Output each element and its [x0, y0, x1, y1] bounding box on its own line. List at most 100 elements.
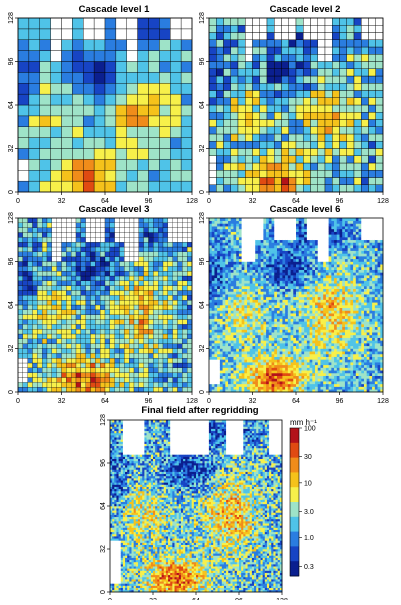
heatmap-cell — [212, 354, 215, 357]
heatmap-cell — [239, 359, 242, 362]
heatmap-cell — [178, 315, 183, 320]
heatmap-cell — [110, 344, 115, 349]
heatmap-cell — [158, 252, 163, 257]
heatmap-cell — [217, 253, 220, 256]
heatmap-cell — [212, 357, 215, 360]
heatmap-cell — [274, 291, 277, 294]
heatmap-cell — [33, 387, 38, 392]
heatmap-cell — [57, 324, 62, 329]
heatmap-cell — [293, 365, 296, 368]
heatmap-cell — [332, 40, 339, 47]
heatmap-cell — [296, 240, 299, 243]
heatmap-cell — [239, 270, 242, 273]
heatmap-cell — [347, 127, 354, 134]
heatmap-cell — [244, 351, 247, 354]
heatmap-cell — [124, 387, 129, 392]
heatmap-cell — [253, 33, 260, 40]
heatmap-cell — [236, 240, 239, 243]
heatmap-cell — [312, 310, 315, 313]
heatmap-cell — [182, 291, 187, 296]
heatmap-cell — [282, 319, 285, 322]
heatmap-cell — [311, 33, 318, 40]
heatmap-cell — [282, 387, 285, 390]
heatmap-cell — [120, 339, 125, 344]
heatmap-cell — [144, 291, 149, 296]
heatmap-cell — [318, 286, 321, 289]
heatmap-cell — [233, 351, 236, 354]
heatmap-cell — [315, 346, 318, 349]
heatmap-cell — [282, 368, 285, 371]
heatmap-cell — [250, 376, 253, 379]
heatmap-cell — [239, 327, 242, 330]
heatmap-cell — [231, 134, 238, 141]
heatmap-cell — [318, 256, 321, 259]
heatmap-cell — [299, 362, 302, 365]
heatmap-cell — [315, 321, 318, 324]
heatmap-cell — [28, 373, 33, 378]
heatmap-cell — [231, 156, 238, 163]
heatmap-cell — [231, 251, 234, 254]
heatmap-cell — [37, 247, 42, 252]
heatmap-cell — [311, 163, 318, 170]
heatmap-cell — [52, 295, 57, 300]
heatmap-cell — [272, 349, 275, 352]
heatmap-cell — [83, 40, 94, 51]
heatmap-cell — [209, 76, 216, 83]
heatmap-cell — [291, 270, 294, 273]
heatmap-cell — [173, 286, 178, 291]
heatmap-cell — [23, 387, 28, 392]
heatmap-cell — [325, 149, 332, 156]
heatmap-cell — [250, 316, 253, 319]
heatmap-cell — [158, 387, 163, 392]
heatmap-cell — [187, 363, 192, 368]
heatmap-cell — [170, 72, 181, 83]
heatmap-cell — [236, 343, 239, 346]
heatmap-cell — [134, 310, 139, 315]
heatmap-cell — [42, 349, 47, 354]
heatmap-cell — [261, 357, 264, 360]
heatmap-cell — [233, 281, 236, 284]
heatmap-cell — [231, 83, 238, 90]
heatmap-cell — [303, 149, 310, 156]
heatmap-cell — [231, 289, 234, 292]
heatmap-cell — [311, 156, 318, 163]
heatmap-cell — [250, 359, 253, 362]
heatmap-cell — [269, 267, 272, 270]
heatmap-cell — [223, 242, 226, 245]
heatmap-cell — [144, 257, 149, 262]
heatmap-cell — [52, 281, 57, 286]
heatmap-cell — [182, 228, 187, 233]
heatmap-cell — [168, 237, 173, 242]
heatmap-cell — [144, 223, 149, 228]
heatmap-cell — [347, 91, 354, 98]
heatmap-cell — [220, 384, 223, 387]
heatmap-cell — [320, 376, 323, 379]
heatmap-cell — [269, 319, 272, 322]
heatmap-cell — [244, 297, 247, 300]
heatmap-cell — [168, 295, 173, 300]
heatmap-cell — [291, 305, 294, 308]
heatmap-cell — [326, 289, 329, 292]
heatmap-cell — [326, 324, 329, 327]
heatmap-cell — [267, 163, 274, 170]
heatmap-cell — [236, 378, 239, 381]
heatmap-cell — [178, 382, 183, 387]
heatmap-cell — [209, 234, 212, 237]
heatmap-cell — [228, 368, 231, 371]
heatmap-cell — [277, 310, 280, 313]
heatmap-cell — [209, 245, 212, 248]
heatmap-cell — [214, 338, 217, 341]
heatmap-cell — [347, 149, 354, 156]
heatmap-cell — [66, 262, 71, 267]
heatmap-cell — [220, 376, 223, 379]
heatmap-cell — [83, 181, 94, 192]
heatmap-cell — [282, 270, 285, 273]
heatmap-cell — [318, 294, 321, 297]
heatmap-cell — [253, 357, 256, 360]
heatmap-cell — [255, 368, 258, 371]
heatmap-cell — [311, 69, 318, 76]
heatmap-cell — [138, 138, 149, 149]
heatmap-cell — [277, 387, 280, 390]
heatmap-cell — [301, 259, 304, 262]
heatmap-cell — [323, 245, 326, 248]
